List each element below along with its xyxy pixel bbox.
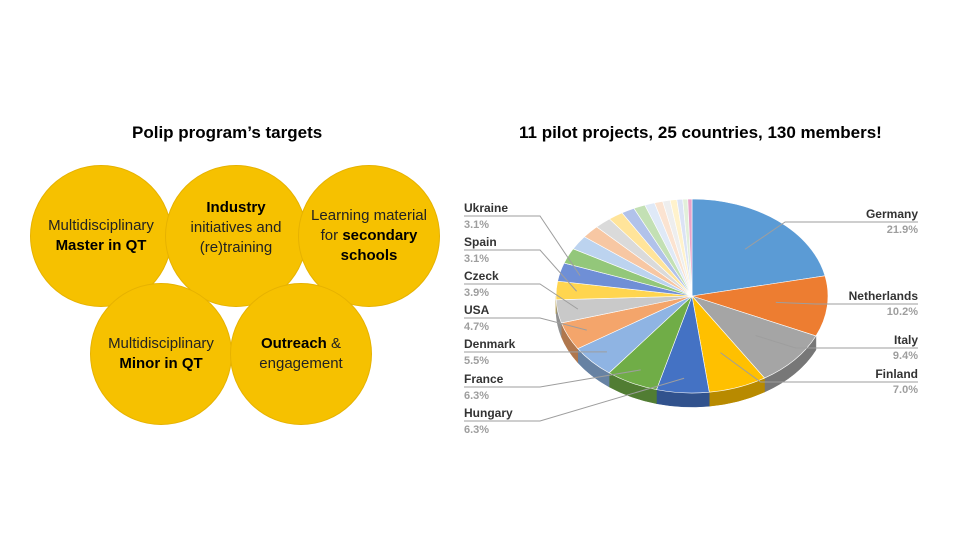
industry-line2: initiatives and (190, 219, 282, 236)
leader-germany (744, 221, 918, 250)
value-finland: 7.0% (893, 384, 918, 396)
label-italy: Italy (894, 333, 918, 347)
target-outreach-circle: Outreach & engagement (230, 283, 372, 425)
value-hungary: 6.3% (464, 424, 489, 436)
chart-title: 11 pilot projects, 25 countries, 130 mem… (519, 123, 882, 142)
leader-spain (464, 249, 577, 292)
pie-slice-netherlands (691, 275, 829, 337)
label-hungary: Hungary (464, 406, 513, 420)
value-usa: 4.7% (464, 321, 489, 333)
learning-pre: for (320, 227, 343, 244)
pie-slice-germany (691, 198, 826, 297)
learning-bold2: schools (340, 247, 398, 264)
learning-bold1: secondary (342, 227, 418, 244)
label-denmark: Denmark (464, 337, 516, 351)
label-france: France (464, 372, 504, 386)
pie-slice-italy (691, 295, 817, 379)
target-learning-circle: Learning material for secondary schools (298, 165, 440, 307)
value-spain: 3.1% (464, 253, 489, 265)
value-denmark: 5.5% (464, 355, 489, 367)
leader-hungary (464, 377, 685, 422)
leader-ukraine (464, 215, 581, 276)
target-industry-circle: Industry initiatives and (re)training (165, 165, 307, 307)
value-ukraine: 3.1% (464, 219, 489, 231)
label-finland: Finland (875, 367, 918, 381)
value-france: 6.3% (464, 390, 489, 402)
master-line1: Multidisciplinary (48, 217, 154, 234)
learning-line1: Learning material (311, 207, 427, 224)
targets-title: Polip program’s targets (132, 123, 323, 142)
master-bold: Master in QT (55, 237, 147, 254)
label-usa: USA (464, 303, 490, 317)
label-germany: Germany (866, 207, 918, 221)
pie-slices (555, 198, 829, 394)
leader-italy (755, 335, 918, 349)
leader-finland (720, 352, 918, 383)
pie-side-walls (555, 295, 817, 408)
value-czeck: 3.9% (464, 287, 489, 299)
pie-slice-24 (687, 198, 693, 297)
minor-line1: Multidisciplinary (108, 335, 214, 352)
leader-netherlands (775, 301, 918, 305)
leader-czeck (464, 283, 579, 310)
value-italy: 9.4% (893, 350, 918, 362)
leader-usa (464, 317, 587, 331)
leader-france (464, 369, 641, 388)
label-ukraine: Ukraine (464, 201, 508, 215)
label-netherlands: Netherlands (849, 289, 919, 303)
label-czeck: Czeck (464, 269, 499, 283)
target-minor-circle: Multidisciplinary Minor in QT (90, 283, 232, 425)
industry-line3: (re)training (199, 239, 273, 256)
value-netherlands: 10.2% (887, 306, 918, 318)
value-germany: 21.9% (887, 224, 918, 236)
pie-labels: Germany 21.9% Netherlands 10.2% Italy 9.4% Fin… (464, 201, 918, 436)
minor-bold: Minor in QT (119, 355, 203, 372)
outreach-line2: engagement (259, 355, 343, 372)
industry-bold: Industry (206, 199, 266, 216)
outreach-bold: Outreach (260, 335, 327, 352)
label-spain: Spain (464, 235, 497, 249)
outreach-rest: & (326, 335, 342, 352)
